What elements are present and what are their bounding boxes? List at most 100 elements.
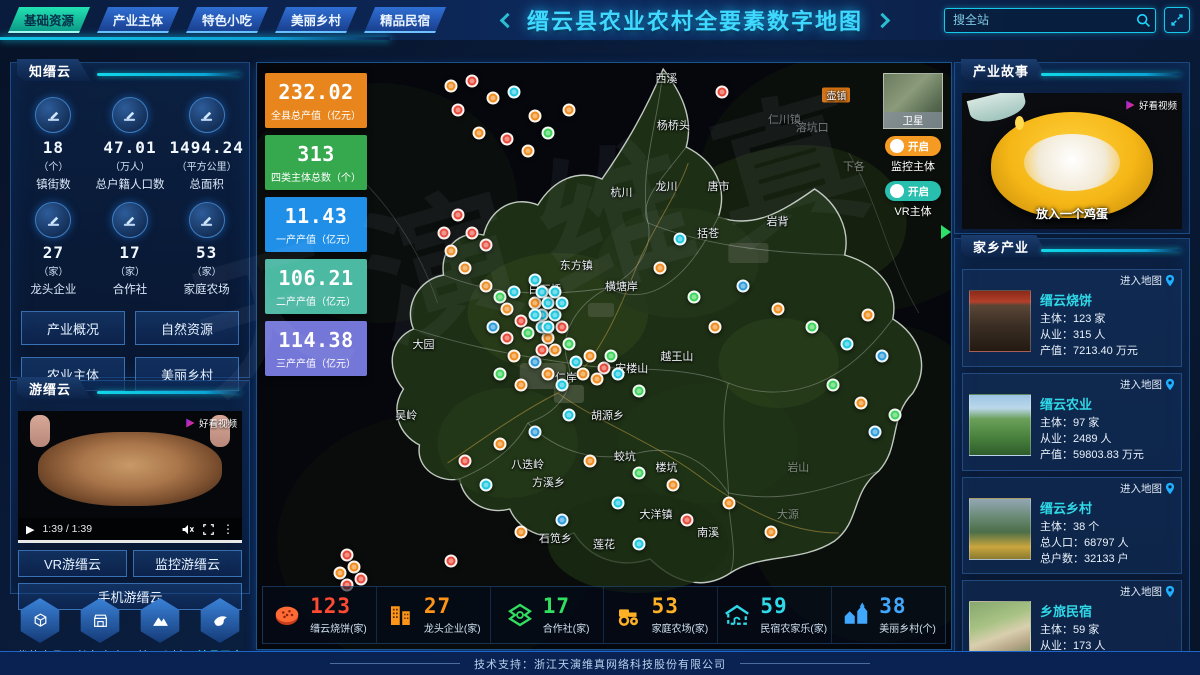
map-marker[interactable] <box>507 285 521 299</box>
map-marker[interactable] <box>514 525 528 539</box>
video-fullscreen-icon[interactable] <box>203 523 214 535</box>
search-icon[interactable] <box>1135 12 1151 33</box>
map-marker[interactable] <box>611 367 625 381</box>
map-marker[interactable] <box>333 566 347 580</box>
tour-video-player[interactable]: 好看视频 ▶ 1:39 / 1:39 ⋮ <box>18 411 242 543</box>
map-marker[interactable] <box>548 343 562 357</box>
map-marker[interactable] <box>548 308 562 322</box>
map-marker[interactable] <box>687 290 701 304</box>
vr-tour-button[interactable]: VR游缙云 <box>18 550 127 577</box>
map-marker[interactable] <box>562 337 576 351</box>
enter-map-link[interactable]: 进入地图 <box>969 481 1175 496</box>
map-marker[interactable] <box>451 208 465 222</box>
map-marker[interactable] <box>653 261 667 275</box>
map-marker[interactable] <box>555 513 569 527</box>
industry-card-villages[interactable]: 进入地图 缙云乡村 主体：38 个 总人口：68797 人 总户数：32133 … <box>962 476 1182 575</box>
map-marker[interactable] <box>541 126 555 140</box>
map-marker[interactable] <box>583 349 597 363</box>
industry-overview-button[interactable]: 产业概况 <box>21 311 125 345</box>
panel-collapse-arrow-icon[interactable] <box>941 225 951 239</box>
map-marker[interactable] <box>673 232 687 246</box>
map-marker[interactable] <box>854 396 868 410</box>
map-marker[interactable] <box>590 372 604 386</box>
map-marker[interactable] <box>868 425 882 439</box>
map-marker[interactable] <box>555 378 569 392</box>
map-marker[interactable] <box>458 454 472 468</box>
map-marker[interactable] <box>535 343 549 357</box>
mobile-tour-button[interactable]: 手机游缙云 <box>18 583 242 610</box>
map-marker[interactable] <box>528 109 542 123</box>
map-marker[interactable] <box>493 367 507 381</box>
map-marker[interactable] <box>708 320 722 334</box>
map-marker[interactable] <box>458 261 472 275</box>
map-marker[interactable] <box>493 437 507 451</box>
map-marker[interactable] <box>541 320 555 334</box>
mute-icon[interactable] <box>181 524 195 535</box>
map-marker[interactable] <box>528 355 542 369</box>
map-marker[interactable] <box>347 560 361 574</box>
map-marker[interactable] <box>569 355 583 369</box>
enter-map-link[interactable]: 进入地图 <box>969 377 1175 392</box>
map-marker[interactable] <box>528 308 542 322</box>
map-marker[interactable] <box>444 244 458 258</box>
map-marker[interactable] <box>507 85 521 99</box>
tab-beautiful-villages[interactable]: 美丽乡村 <box>275 7 357 33</box>
map-marker[interactable] <box>500 132 514 146</box>
fullscreen-button[interactable] <box>1164 7 1190 33</box>
map-marker[interactable] <box>535 285 549 299</box>
map-marker[interactable] <box>437 226 451 240</box>
map-marker[interactable] <box>472 126 486 140</box>
map-marker[interactable] <box>555 296 569 310</box>
map-marker[interactable] <box>562 103 576 117</box>
story-video-player[interactable]: 好看视频 放入一个鸡蛋 <box>962 93 1182 229</box>
map-marker[interactable] <box>444 79 458 93</box>
map-marker[interactable] <box>451 103 465 117</box>
map-marker[interactable] <box>479 478 493 492</box>
map-marker[interactable] <box>632 537 646 551</box>
video-progress-bar[interactable] <box>18 540 242 543</box>
enter-map-link[interactable]: 进入地图 <box>969 273 1175 288</box>
map-marker[interactable] <box>632 384 646 398</box>
map-marker[interactable] <box>555 320 569 334</box>
map-marker[interactable] <box>514 314 528 328</box>
map-marker[interactable] <box>875 349 889 363</box>
map-marker[interactable] <box>604 349 618 363</box>
map-marker[interactable] <box>486 320 500 334</box>
map-marker[interactable] <box>632 466 646 480</box>
map-marker[interactable] <box>528 273 542 287</box>
satellite-layer-button[interactable]: 卫星 <box>883 73 943 129</box>
map-marker[interactable] <box>666 478 680 492</box>
industry-card-agriculture[interactable]: 进入地图 缙云农业 主体：97 家 从业：2489 人 产值：59803.83 … <box>962 372 1182 471</box>
map-marker[interactable] <box>479 279 493 293</box>
map-marker[interactable] <box>500 302 514 316</box>
map-marker[interactable] <box>597 361 611 375</box>
map-marker[interactable] <box>479 238 493 252</box>
map-marker[interactable] <box>541 296 555 310</box>
map-marker[interactable] <box>340 548 354 562</box>
industry-card-shaobing[interactable]: 进入地图 缙云烧饼 主体：123 家 从业：315 人 产值：7213.40 万… <box>962 269 1182 367</box>
video-menu-icon[interactable]: ⋮ <box>222 522 234 536</box>
map-marker[interactable] <box>722 496 736 509</box>
map-marker[interactable] <box>715 85 729 99</box>
map-marker[interactable] <box>888 408 902 422</box>
tab-industry-entities[interactable]: 产业主体 <box>97 7 179 33</box>
tab-basic-resources[interactable]: 基础资源 <box>8 7 90 33</box>
map-marker[interactable] <box>465 226 479 240</box>
map-marker[interactable] <box>444 554 458 568</box>
map-marker[interactable] <box>771 302 784 316</box>
map-marker[interactable] <box>541 367 555 381</box>
map-marker[interactable] <box>611 496 625 509</box>
map-canvas[interactable] <box>257 63 951 649</box>
map-marker[interactable] <box>805 320 819 334</box>
map-marker[interactable] <box>465 74 479 88</box>
tab-featured-snacks[interactable]: 特色小吃 <box>186 7 268 33</box>
vr-toggle[interactable]: 开启 <box>885 181 941 201</box>
enter-map-link[interactable]: 进入地图 <box>969 584 1175 599</box>
map-marker[interactable] <box>514 378 528 392</box>
map-marker[interactable] <box>736 279 750 293</box>
map[interactable]: 西溪杨桥头仁川镇溶坑口壶镇下各杭川龙川唐市括苍岩背东方镇横塘岸白石桥大园仁岸安楼… <box>256 62 952 650</box>
map-marker[interactable] <box>528 425 542 439</box>
tab-boutique-homestays[interactable]: 精品民宿 <box>364 7 446 33</box>
map-marker[interactable] <box>861 308 875 322</box>
monitor-tour-button[interactable]: 监控游缙云 <box>133 550 242 577</box>
